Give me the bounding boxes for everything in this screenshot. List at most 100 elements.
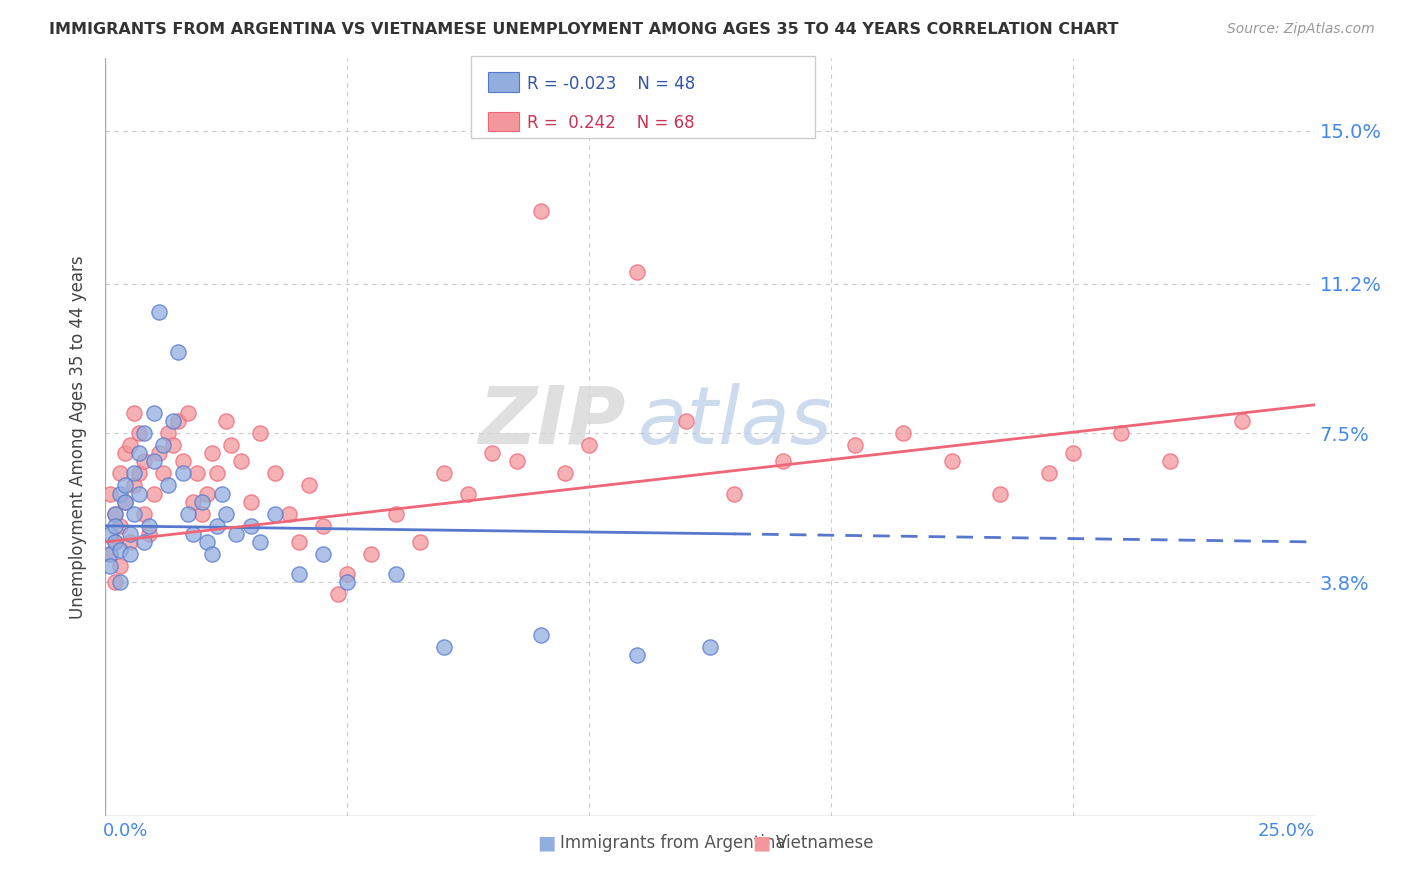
Point <box>1038 467 1060 481</box>
Point <box>128 486 150 500</box>
Point <box>118 438 141 452</box>
Point <box>114 494 136 508</box>
Point <box>893 425 915 440</box>
Text: R =  0.242    N = 68: R = 0.242 N = 68 <box>527 114 695 132</box>
Point <box>124 467 146 481</box>
Point <box>128 467 150 481</box>
Point <box>505 454 527 468</box>
Point <box>278 507 301 521</box>
Point <box>195 486 218 500</box>
Point <box>128 446 150 460</box>
Point <box>108 575 131 590</box>
Point <box>98 527 121 541</box>
Point <box>148 305 170 319</box>
Point <box>675 414 697 428</box>
Point <box>409 535 432 549</box>
Point <box>181 494 204 508</box>
Point <box>118 547 141 561</box>
Point <box>108 467 131 481</box>
Point <box>176 507 198 521</box>
Point <box>98 486 121 500</box>
Point <box>201 547 224 561</box>
Point <box>172 467 194 481</box>
Point <box>988 486 1011 500</box>
Text: 0.0%: 0.0% <box>103 822 148 840</box>
Point <box>1062 446 1084 460</box>
Point <box>104 507 127 521</box>
Point <box>134 454 156 468</box>
Point <box>1159 454 1181 468</box>
Point <box>530 204 553 219</box>
Point <box>108 559 131 574</box>
Point <box>162 438 184 452</box>
Point <box>249 535 271 549</box>
Point <box>941 454 963 468</box>
Point <box>167 345 190 359</box>
Point <box>186 467 208 481</box>
Point <box>723 486 745 500</box>
Point <box>578 438 600 452</box>
Point <box>626 265 648 279</box>
Point <box>108 486 131 500</box>
Point <box>124 406 146 420</box>
Point <box>219 438 242 452</box>
Point <box>433 467 456 481</box>
Point <box>118 527 141 541</box>
Point <box>128 425 150 440</box>
Point <box>114 446 136 460</box>
Point <box>181 527 204 541</box>
Point <box>152 438 174 452</box>
Point <box>297 478 319 492</box>
Point <box>360 547 382 561</box>
Text: ■: ■ <box>752 833 770 853</box>
Point <box>104 535 127 549</box>
Point <box>530 628 553 642</box>
Point <box>215 414 238 428</box>
Point <box>104 535 127 549</box>
Point <box>844 438 866 452</box>
Point <box>626 648 648 662</box>
Point <box>201 446 224 460</box>
Point <box>205 518 228 533</box>
Point <box>312 547 335 561</box>
Point <box>288 535 311 549</box>
Point <box>142 406 165 420</box>
Point <box>98 559 121 574</box>
Point <box>98 547 121 561</box>
Text: IMMIGRANTS FROM ARGENTINA VS VIETNAMESE UNEMPLOYMENT AMONG AGES 35 TO 44 YEARS C: IMMIGRANTS FROM ARGENTINA VS VIETNAMESE … <box>49 22 1119 37</box>
Point <box>157 425 180 440</box>
Point <box>312 518 335 533</box>
Point <box>263 507 285 521</box>
Text: ■: ■ <box>537 833 555 853</box>
Point <box>138 527 160 541</box>
Point <box>98 547 121 561</box>
Point <box>104 507 127 521</box>
Point <box>118 535 141 549</box>
Point <box>336 575 359 590</box>
Point <box>384 507 406 521</box>
Point <box>162 414 184 428</box>
Point <box>433 640 456 654</box>
Text: atlas: atlas <box>637 383 832 461</box>
Point <box>108 518 131 533</box>
Point <box>134 535 156 549</box>
Point <box>457 486 479 500</box>
Point <box>172 454 194 468</box>
Point <box>176 406 198 420</box>
Point <box>114 478 136 492</box>
Point <box>138 518 160 533</box>
Point <box>249 425 271 440</box>
Point <box>191 507 214 521</box>
Point <box>554 467 576 481</box>
Point <box>195 535 218 549</box>
Point <box>288 567 311 582</box>
Point <box>142 454 165 468</box>
Point <box>134 425 156 440</box>
Point <box>114 494 136 508</box>
Point <box>384 567 406 582</box>
Point <box>142 486 165 500</box>
Text: Source: ZipAtlas.com: Source: ZipAtlas.com <box>1227 22 1375 37</box>
Point <box>157 478 180 492</box>
Point <box>108 543 131 558</box>
Point <box>211 486 233 500</box>
